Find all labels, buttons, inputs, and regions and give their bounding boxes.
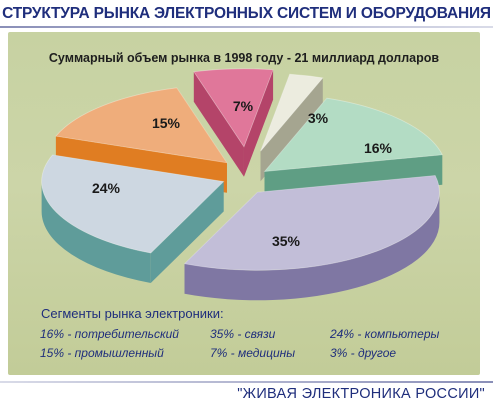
footer-divider — [0, 381, 493, 383]
pie-slice-label: 16% — [364, 140, 393, 156]
title-divider — [0, 26, 493, 28]
pie-slice-label: 35% — [272, 233, 301, 249]
legend-item-computers: 24% - компьютеры — [330, 327, 440, 341]
pie-slice-компьютеры — [41, 154, 225, 254]
legend-item-other: 3% - другое — [330, 346, 397, 360]
pie-slice-медицины — [193, 68, 274, 148]
legend-item-consumer: 16% - потребительский — [40, 327, 179, 341]
legend-item-communications: 35% - связи — [210, 327, 276, 341]
pie-slice-связи — [183, 175, 440, 271]
pie-slice-side — [193, 69, 274, 177]
pie-slice-другое — [260, 73, 324, 152]
pie-slice-label: 7% — [233, 98, 254, 114]
chart-subtitle: Суммарный объем рынка в 1998 году - 21 м… — [48, 51, 440, 65]
pie-slice-label: 24% — [92, 180, 121, 196]
footer-caption: "ЖИВАЯ ЭЛЕКТРОНИКА РОССИИ" — [237, 386, 485, 402]
legend-item-medical: 7% - медицины — [210, 346, 296, 360]
legend-item-industrial: 15% - промышленный — [40, 346, 164, 360]
pie-slice-потребительский — [263, 97, 443, 172]
legend-title: Сегменты рынка электроники: — [41, 306, 224, 321]
pie-slice-промышленный — [55, 87, 228, 164]
pie-slice-label: 15% — [152, 115, 181, 131]
pie-slice-label: 3% — [308, 110, 329, 126]
page-title: СТРУКТУРА РЫНКА ЭЛЕКТРОННЫХ СИСТЕМ И ОБО… — [2, 5, 491, 22]
